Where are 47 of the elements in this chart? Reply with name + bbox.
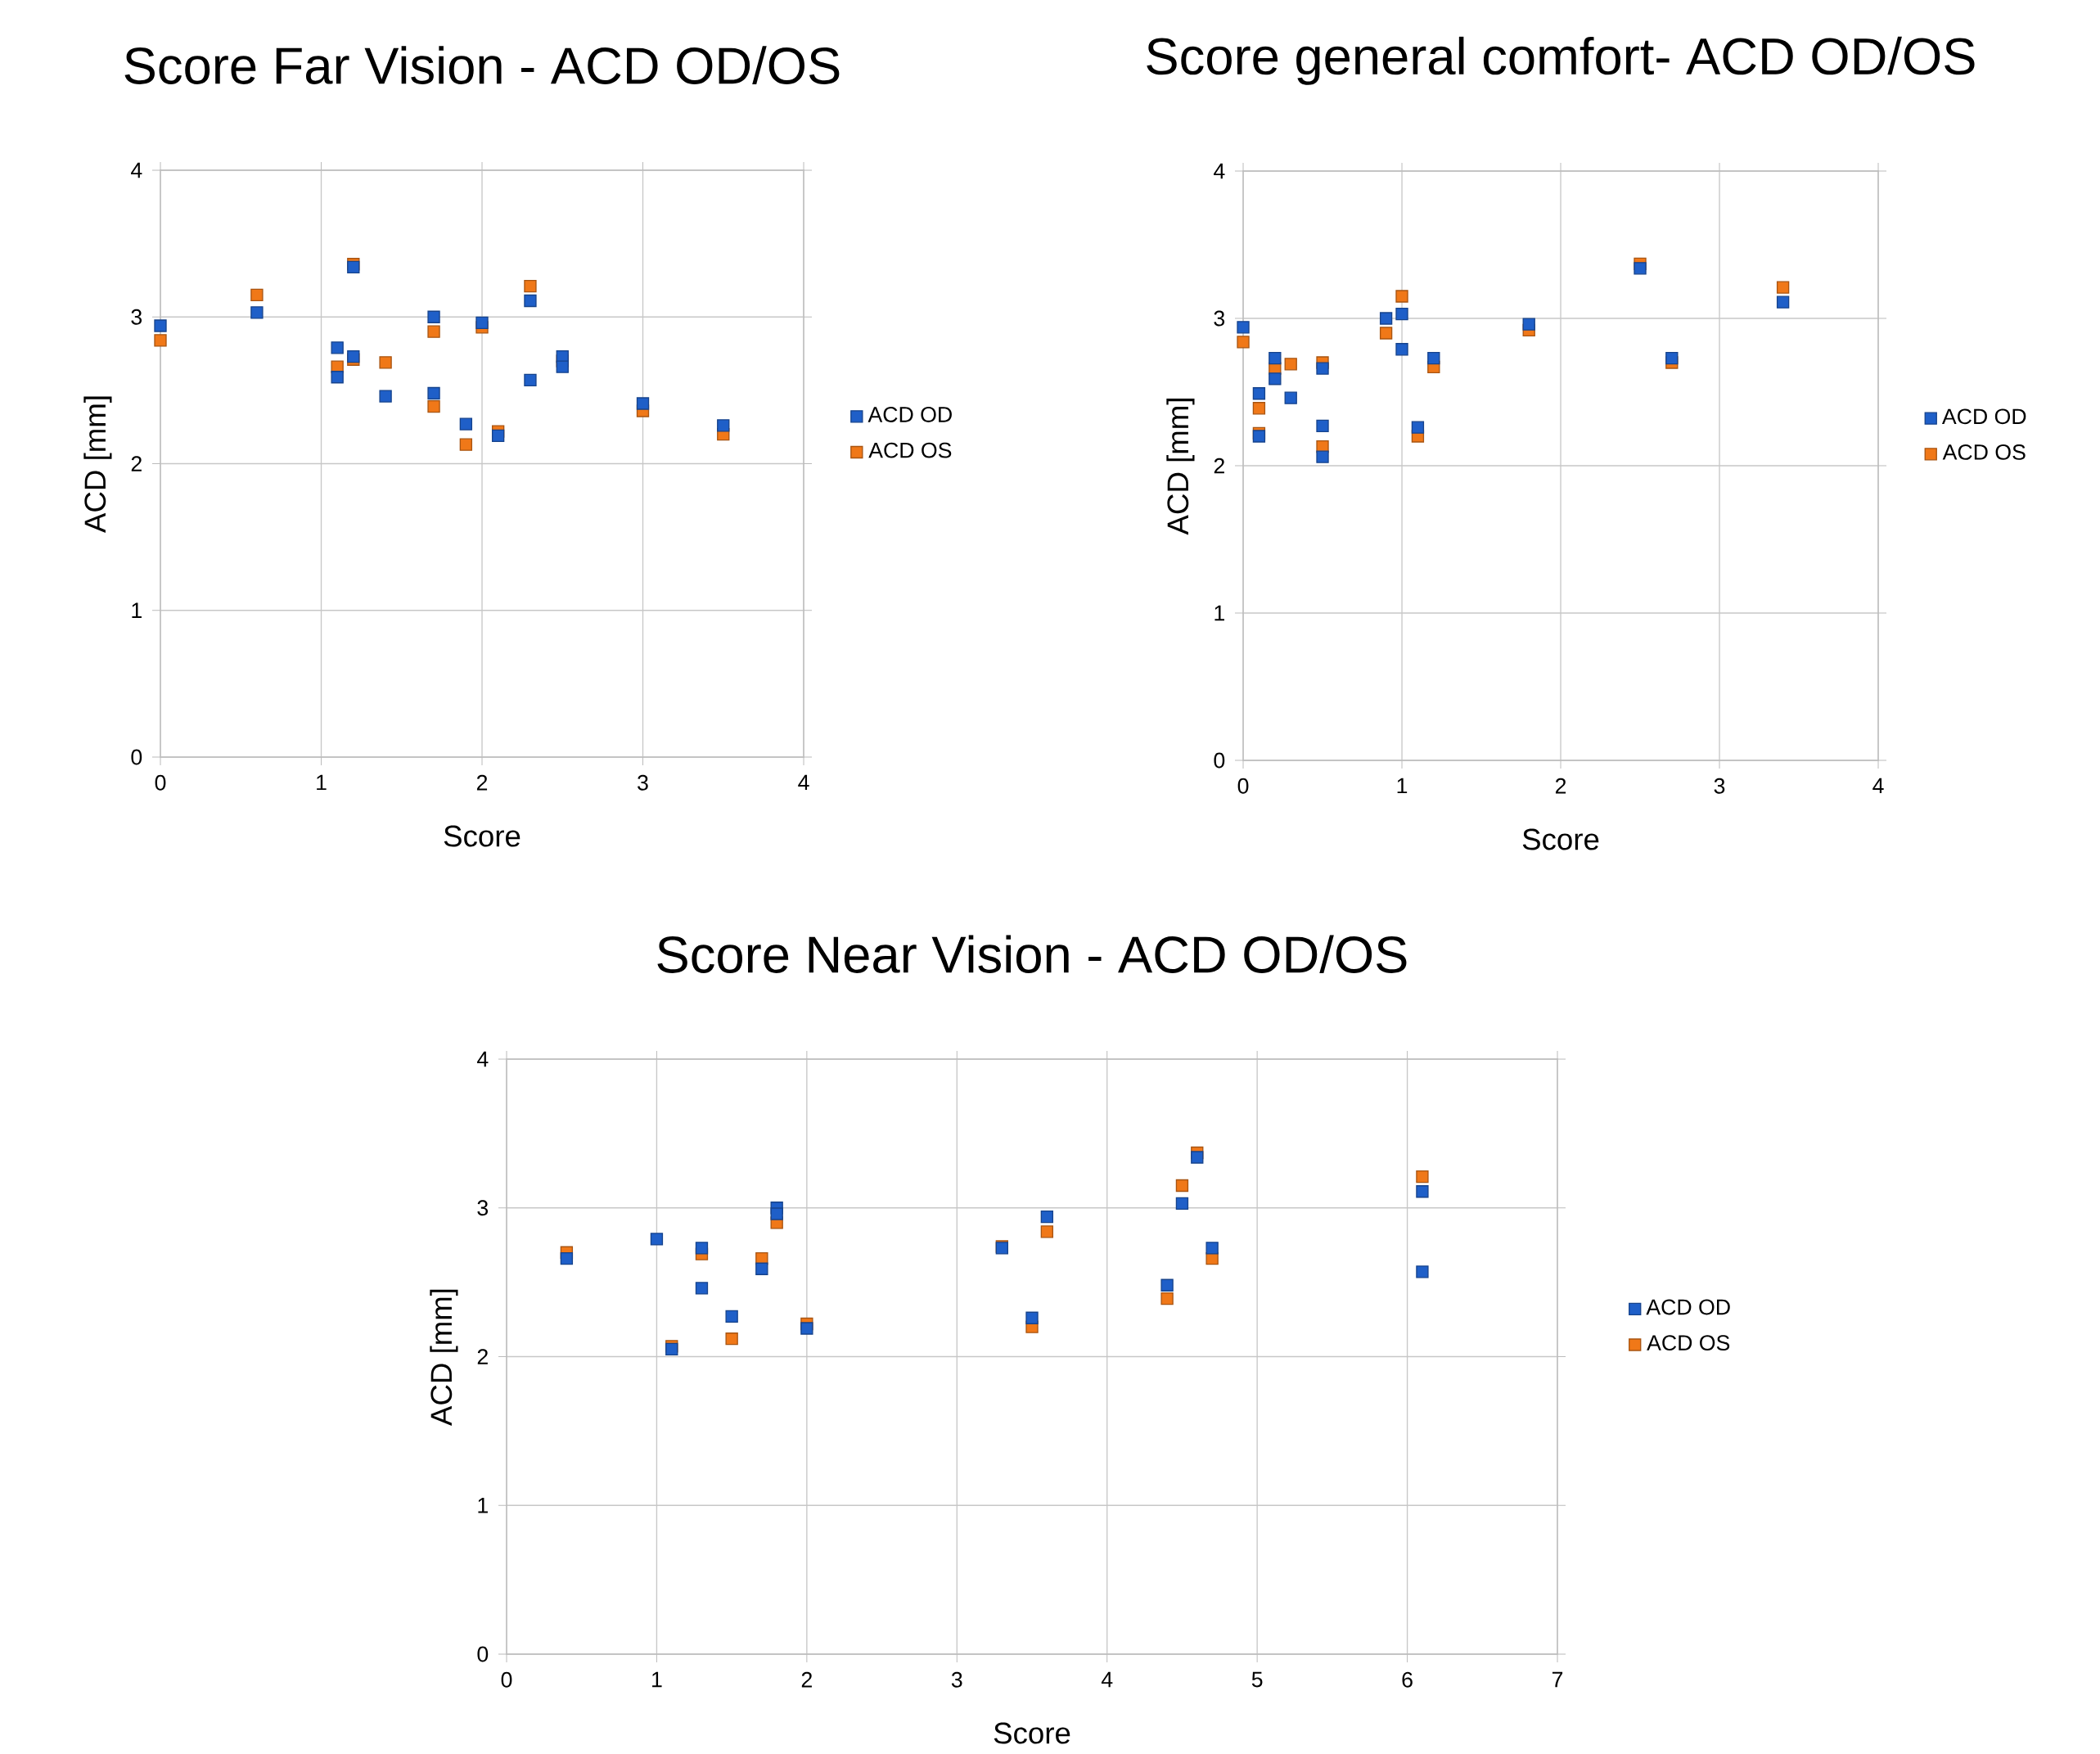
y-axis-title: ACD [mm]	[430, 1289, 458, 1426]
y-tick-label: 0	[477, 1646, 489, 1662]
x-tick-label: 0	[501, 1671, 512, 1688]
x-axis-title: Score	[994, 1722, 1070, 1744]
y-tick-label: 3	[1214, 310, 1225, 327]
legend-label: ACD OS	[1647, 1335, 1730, 1351]
y-tick-label: 4	[1214, 163, 1225, 179]
legend-label: ACD OS	[868, 442, 952, 458]
x-tick-label: 1	[652, 1671, 662, 1688]
y-tick-label: 3	[131, 309, 142, 325]
y-tick-label: 2	[1214, 458, 1224, 474]
y-tick-label: 1	[478, 1498, 488, 1513]
y-tick-label: 0	[131, 749, 142, 765]
y-tick-label: 4	[477, 1051, 489, 1067]
x-tick-label: 3	[638, 774, 648, 791]
chart-title: Score Far Vision - ACD OD/OS	[124, 46, 840, 84]
x-tick-label: 4	[798, 774, 809, 791]
legend-label: ACD OD	[1941, 408, 2026, 425]
x-axis-title: Score	[444, 825, 520, 847]
chart-title: Score Near Vision - ACD OD/OS	[657, 935, 1407, 973]
y-tick-label: 1	[1214, 605, 1224, 621]
x-tick-label: 2	[1555, 778, 1566, 794]
y-tick-label: 1	[132, 602, 142, 618]
y-axis-title: ACD [mm]	[83, 396, 112, 533]
x-tick-label: 7	[1552, 1671, 1563, 1688]
x-axis-title: Score	[1522, 828, 1599, 850]
y-tick-label: 4	[131, 162, 142, 178]
x-tick-label: 4	[1101, 1671, 1113, 1688]
x-tick-label: 0	[1237, 778, 1249, 794]
x-tick-label: 3	[1714, 778, 1725, 794]
legend-label: ACD OD	[867, 407, 952, 422]
y-tick-label: 0	[1214, 752, 1225, 769]
y-tick-label: 3	[477, 1200, 489, 1216]
x-tick-label: 6	[1402, 1671, 1413, 1688]
x-tick-label: 1	[1397, 778, 1408, 794]
y-axis-title: ACD [mm]	[1166, 399, 1195, 535]
x-tick-label: 3	[951, 1671, 962, 1688]
x-tick-label: 5	[1251, 1671, 1263, 1688]
x-tick-label: 4	[1872, 778, 1884, 794]
legend-label: ACD OS	[1942, 444, 2026, 460]
legend-label: ACD OD	[1646, 1299, 1730, 1315]
y-tick-label: 2	[131, 456, 142, 471]
chart-title: Score general comfort- ACD OD/OS	[1147, 36, 1975, 85]
y-tick-label: 2	[477, 1349, 488, 1364]
x-tick-label: 0	[155, 774, 166, 791]
x-tick-label: 2	[801, 1671, 812, 1688]
x-tick-label: 1	[317, 774, 327, 791]
